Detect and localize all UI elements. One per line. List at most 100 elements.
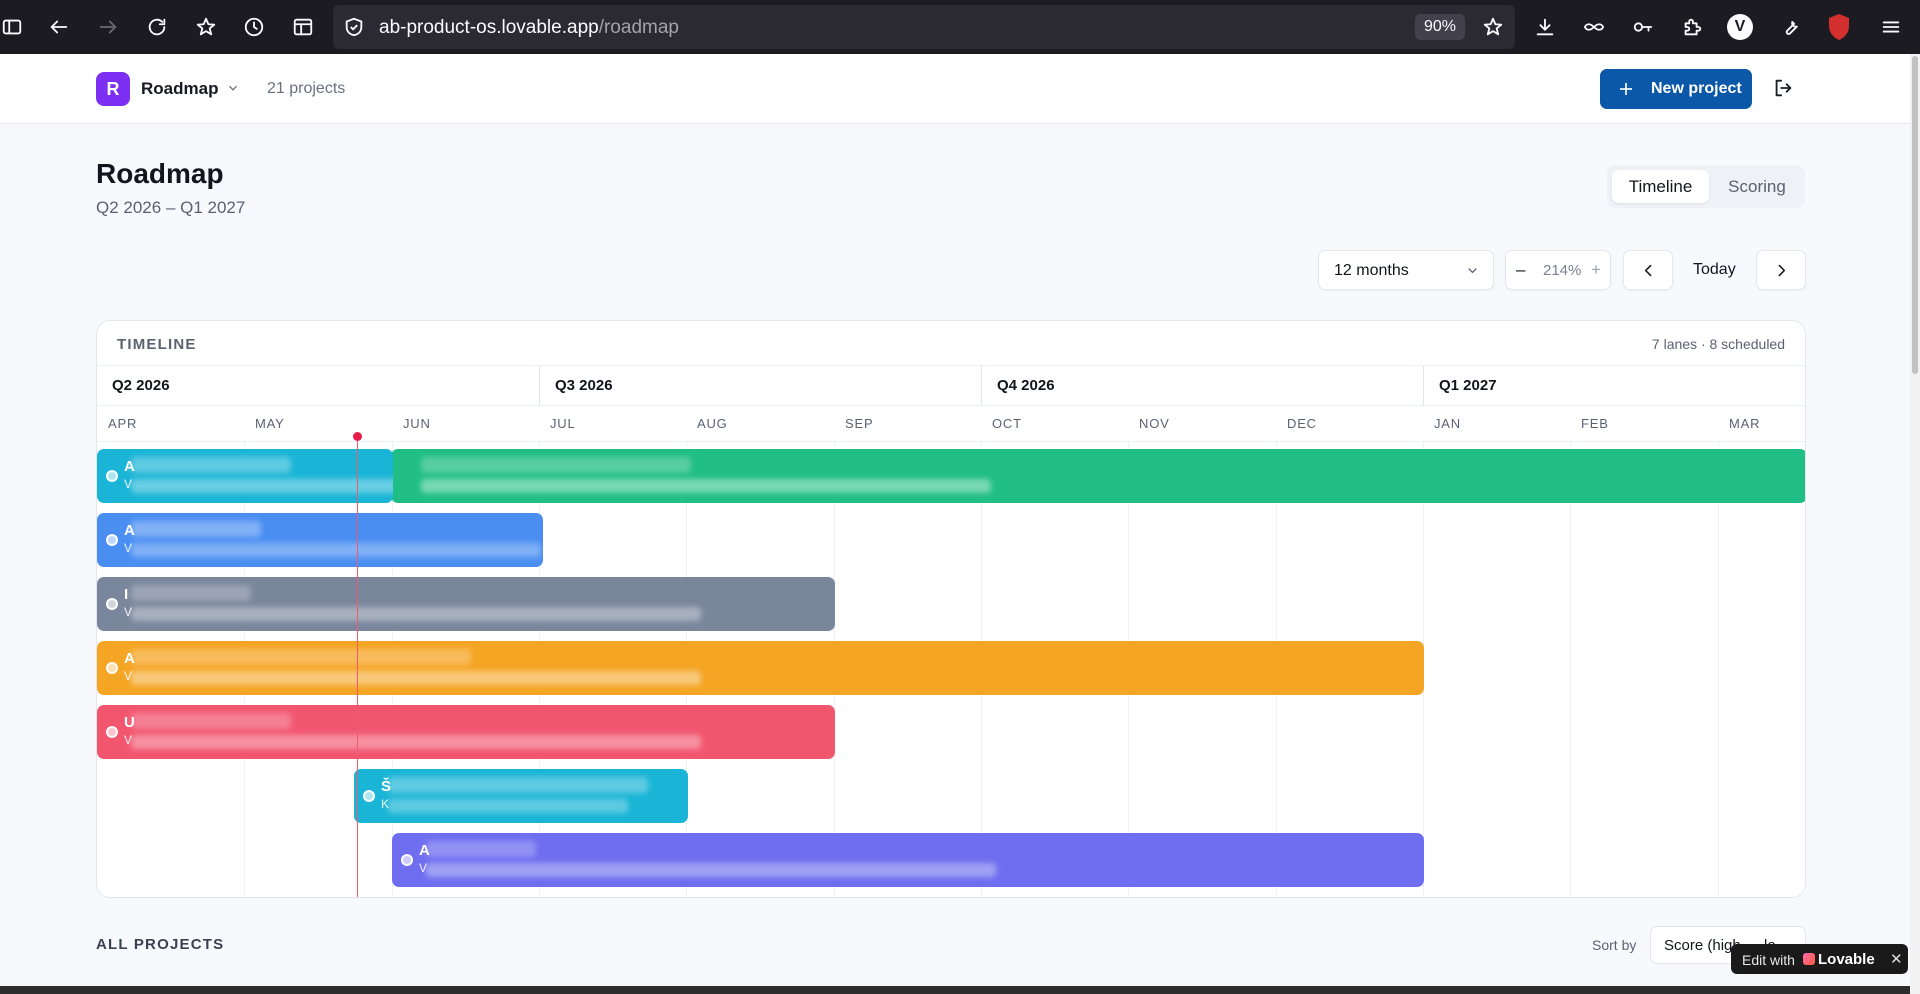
zoom-control: – 214% + <box>1505 250 1611 290</box>
project-name: A <box>419 842 430 859</box>
project-bar[interactable] <box>391 449 1805 503</box>
extensions-puzzle-icon[interactable] <box>1678 13 1706 41</box>
timeline-label: TIMELINE <box>117 336 197 353</box>
sort-by-label: Sort by <box>1592 937 1637 953</box>
redacted-text <box>131 521 261 537</box>
page-scrollbar[interactable] <box>1910 54 1920 994</box>
bookmark-star-icon[interactable] <box>192 13 220 41</box>
month-dec: DEC <box>1287 416 1317 431</box>
quarter-row: Q2 2026 Q3 2026 Q4 2026 Q1 2027 <box>97 366 1805 406</box>
view-toggle: Timeline Scoring <box>1607 165 1805 208</box>
month-may: MAY <box>255 416 285 431</box>
redacted-text <box>426 863 996 877</box>
workspace-logo[interactable]: R <box>96 72 130 106</box>
redacted-text <box>131 457 291 473</box>
back-icon[interactable] <box>45 13 73 41</box>
zoom-in-button[interactable]: + <box>1591 260 1601 279</box>
month-jul: JUL <box>550 416 576 431</box>
project-bar[interactable]: U V <box>97 705 835 759</box>
chevron-down-icon <box>1465 263 1480 278</box>
chevron-left-icon <box>1644 264 1652 277</box>
logout-icon[interactable] <box>1772 77 1794 99</box>
shield-icon[interactable] <box>343 16 365 38</box>
timeline-header: TIMELINE 7 lanes · 8 scheduled <box>97 321 1805 366</box>
project-bar[interactable]: A V <box>97 513 543 567</box>
month-mar: MAR <box>1729 416 1761 431</box>
history-icon[interactable] <box>240 13 268 41</box>
timeline-card: TIMELINE 7 lanes · 8 scheduled Q2 2026 Q… <box>96 320 1806 898</box>
project-owner: V <box>124 733 133 747</box>
project-name: U <box>124 714 135 731</box>
quarter-q4-2026: Q4 2026 <box>981 366 1423 406</box>
address-bar[interactable]: ab-product-os.lovable.app/roadmap 90% <box>333 5 1515 49</box>
range-value: 12 months <box>1334 262 1409 279</box>
today-marker-dot <box>353 432 362 441</box>
quarter-q2-2026: Q2 2026 <box>112 377 170 394</box>
previous-period-button[interactable] <box>1623 250 1673 290</box>
page-subtitle: Q2 2026 – Q1 2027 <box>96 198 246 217</box>
url-text[interactable]: ab-product-os.lovable.app/roadmap <box>379 17 679 38</box>
app-menu-icon[interactable] <box>1877 13 1905 41</box>
status-dot <box>106 662 118 674</box>
lovable-badge[interactable]: Edit with Lovable ✕ <box>1731 944 1908 974</box>
private-mask-icon[interactable] <box>1580 13 1608 41</box>
project-bar[interactable]: Š K <box>354 769 688 823</box>
status-dot <box>106 470 118 482</box>
edit-with-label: Edit with <box>1742 952 1795 968</box>
project-name: I <box>124 586 129 603</box>
redacted-text <box>388 799 628 813</box>
status-dot <box>106 598 118 610</box>
range-select[interactable]: 12 months <box>1318 250 1494 290</box>
plus-icon <box>1617 80 1635 98</box>
new-project-button[interactable]: New project <box>1600 69 1752 109</box>
scrollbar-thumb[interactable] <box>1912 56 1918 374</box>
project-name: A <box>124 458 135 475</box>
grid-line <box>1718 442 1719 897</box>
wrench-icon[interactable] <box>1776 13 1804 41</box>
project-bar[interactable]: A V <box>97 641 1424 695</box>
project-name: A <box>124 522 135 539</box>
status-dot <box>106 726 118 738</box>
profile-avatar-icon[interactable]: V <box>1727 14 1753 40</box>
download-icon[interactable] <box>1531 13 1559 41</box>
project-owner: V <box>124 541 133 555</box>
project-bar[interactable]: A V <box>97 449 393 503</box>
next-period-button[interactable] <box>1756 250 1806 290</box>
project-owner: V <box>124 669 133 683</box>
tab-scoring[interactable]: Scoring <box>1728 176 1786 196</box>
project-owner: V <box>124 477 133 491</box>
lovable-heart-icon <box>1803 953 1815 965</box>
redacted-text <box>131 649 471 665</box>
redacted-text <box>131 607 701 621</box>
redacted-text <box>131 543 541 557</box>
project-owner: V <box>419 861 428 875</box>
project-owner: K <box>381 797 390 811</box>
reload-icon[interactable] <box>143 13 171 41</box>
redacted-text <box>131 585 251 601</box>
tab-view-icon[interactable] <box>289 13 317 41</box>
forward-icon[interactable] <box>94 13 122 41</box>
password-key-icon[interactable] <box>1629 13 1657 41</box>
zoom-out-button[interactable]: – <box>1516 260 1526 279</box>
redacted-text <box>388 777 648 793</box>
month-feb: FEB <box>1581 416 1609 431</box>
today-marker-line <box>357 435 358 897</box>
bottom-strip <box>0 986 1910 994</box>
project-bar[interactable]: A V <box>392 833 1424 887</box>
today-button[interactable]: Today <box>1693 261 1736 278</box>
tab-timeline[interactable]: Timeline <box>1612 170 1709 203</box>
month-aug: AUG <box>697 416 728 431</box>
month-apr: APR <box>108 416 138 431</box>
project-bar[interactable]: I V <box>97 577 835 631</box>
chevron-down-icon[interactable] <box>226 81 240 95</box>
month-nov: NOV <box>1139 416 1170 431</box>
bookmark-page-icon[interactable] <box>1479 13 1507 41</box>
close-icon[interactable]: ✕ <box>1890 951 1903 968</box>
sidebar-toggle-icon[interactable] <box>0 13 26 41</box>
redacted-text <box>426 841 536 857</box>
workspace-name[interactable]: Roadmap <box>141 79 219 98</box>
ublock-shield-icon[interactable] <box>1827 13 1851 41</box>
zoom-indicator[interactable]: 90% <box>1415 14 1466 40</box>
redacted-text <box>421 457 691 473</box>
chevron-right-icon <box>1778 264 1786 277</box>
